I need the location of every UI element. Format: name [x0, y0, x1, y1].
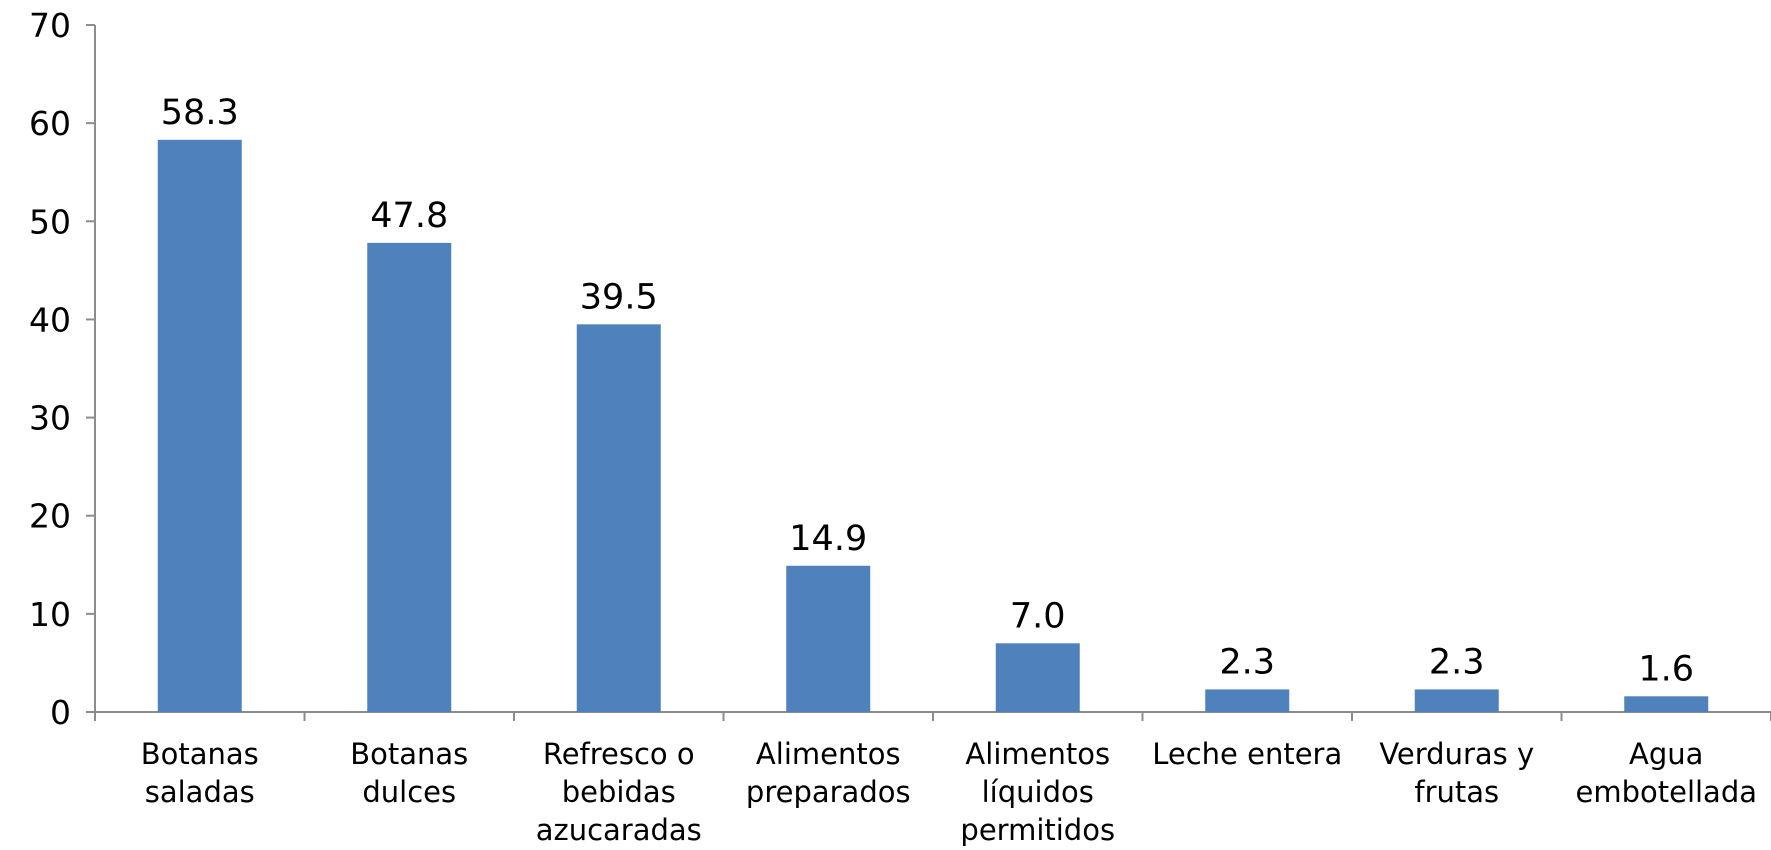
data-label: 7.0 — [1010, 596, 1066, 636]
category-label-line: saladas — [145, 775, 255, 809]
data-label: 47.8 — [370, 196, 448, 236]
bar — [786, 565, 871, 712]
bar — [157, 139, 242, 712]
category-label-line: Alimentos — [965, 737, 1110, 771]
data-label: 2.3 — [1429, 642, 1485, 682]
y-tick-label: 40 — [29, 300, 71, 339]
category-label: Botanas saladas — [141, 737, 259, 809]
category-label-line: Alimentos — [756, 737, 901, 771]
category-label-line: embotellada — [1575, 775, 1757, 809]
bar — [1414, 689, 1499, 712]
y-tick-label: 0 — [50, 693, 71, 732]
category-label-line: Botanas — [350, 737, 468, 771]
bar — [367, 242, 452, 712]
category-label: Botanas dulces — [350, 737, 468, 809]
category-label: Alimentos líquidos permitidos — [960, 737, 1115, 847]
y-tick-label: 20 — [29, 497, 71, 536]
data-label: 1.6 — [1638, 649, 1694, 689]
category-labels: Botanas saladas Botanas dulces Refresco o beb… — [141, 737, 1757, 847]
bar — [1205, 689, 1290, 712]
y-tick-label: 70 — [29, 6, 71, 45]
category-label-line: azucaradas — [536, 813, 702, 847]
category-label-line: permitidos — [960, 813, 1115, 847]
category-label: Refresco o bebidas azucaradas — [536, 737, 702, 847]
category-label-line: Leche entera — [1152, 737, 1342, 771]
category-label-line: Verduras y — [1379, 737, 1534, 771]
category-label: Verduras y frutas — [1379, 737, 1534, 809]
category-label-line: dulces — [362, 775, 456, 809]
y-tick-label: 60 — [29, 104, 71, 143]
category-label-line: frutas — [1414, 775, 1499, 809]
bars — [157, 139, 1709, 712]
x-axis — [94, 711, 1771, 721]
data-label: 39.5 — [580, 277, 658, 317]
y-tick-label: 10 — [29, 595, 71, 634]
category-label-line: Refresco o — [543, 737, 695, 771]
data-labels: 58.3 47.8 39.5 14.9 7.0 2.3 2.3 1.6 — [161, 93, 1694, 689]
category-label-line: líquidos — [982, 775, 1094, 809]
data-label: 2.3 — [1219, 642, 1275, 682]
data-label: 58.3 — [161, 93, 239, 133]
category-label-line: Botanas — [141, 737, 259, 771]
y-tick-label: 50 — [29, 202, 71, 241]
category-label-line: bebidas — [562, 775, 676, 809]
category-label: Agua embotellada — [1575, 737, 1757, 809]
category-label: Alimentos preparados — [746, 737, 911, 809]
bar — [995, 643, 1080, 712]
y-axis: 0 10 20 30 40 50 60 70 — [29, 6, 96, 732]
category-label: Leche entera — [1152, 737, 1342, 771]
bar — [1624, 696, 1709, 712]
bar — [576, 324, 661, 712]
category-label-line: preparados — [746, 775, 911, 809]
y-tick-label: 30 — [29, 399, 71, 438]
data-label: 14.9 — [789, 519, 867, 559]
category-label-line: Agua — [1629, 737, 1703, 771]
